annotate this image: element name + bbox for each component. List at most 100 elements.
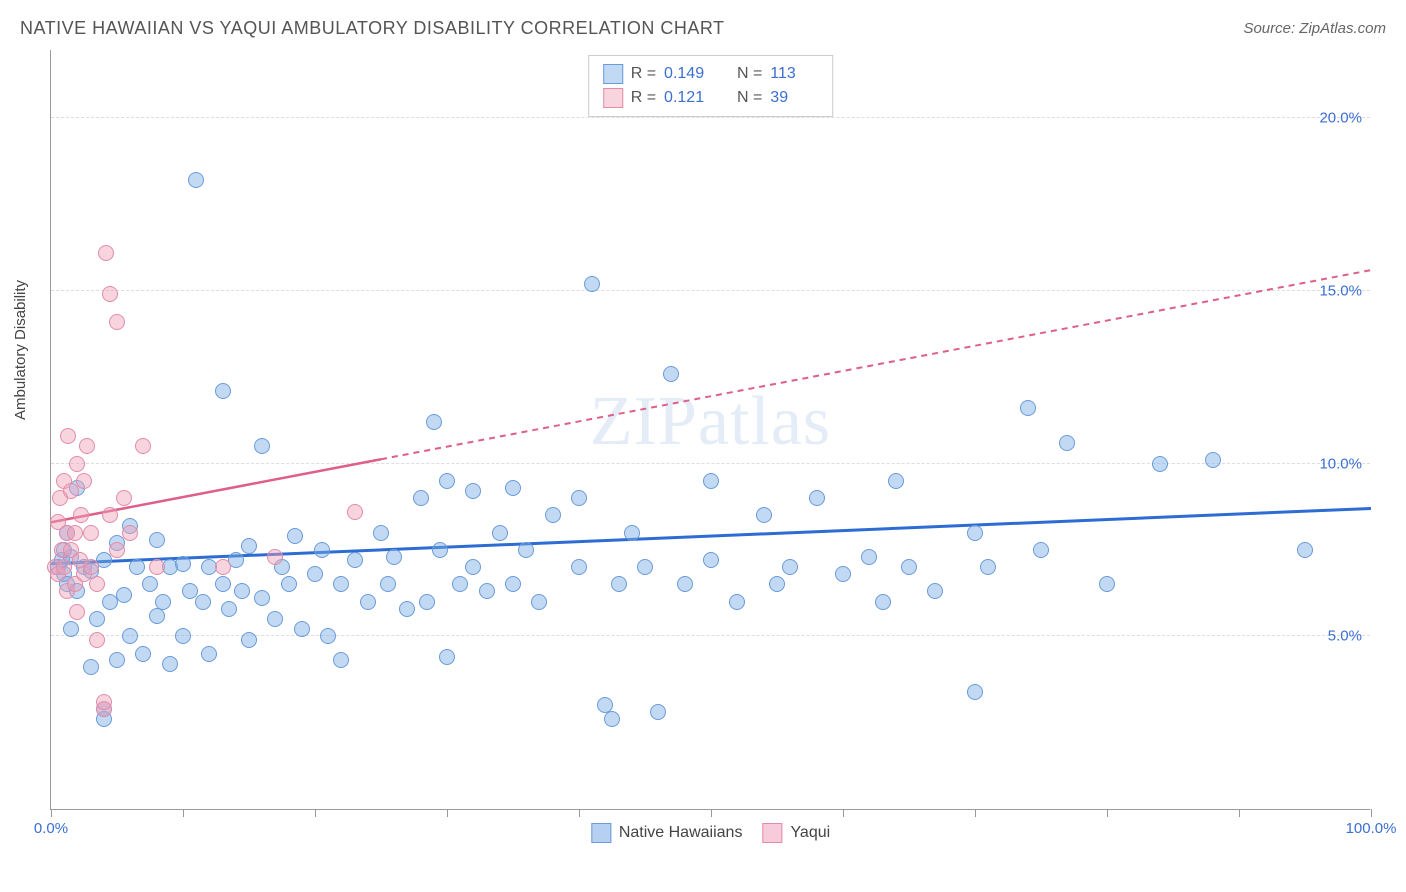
data-point [254,438,270,454]
x-tick-label: 100.0% [1346,820,1397,837]
data-point [109,542,125,558]
r-value: 0.121 [664,89,712,107]
data-point [195,594,211,610]
data-point [809,490,825,506]
data-point [637,559,653,575]
data-point [234,583,250,599]
data-point [162,656,178,672]
data-point [1297,542,1313,558]
data-point [439,473,455,489]
data-point [122,628,138,644]
data-point [545,507,561,523]
data-point [703,552,719,568]
data-point [452,576,468,592]
data-point [60,428,76,444]
data-point [63,483,79,499]
correlation-legend-row: R =0.121 N =39 [603,86,819,110]
data-point [79,438,95,454]
data-point [1020,400,1036,416]
data-point [505,480,521,496]
x-tick [975,809,976,817]
data-point [677,576,693,592]
data-point [83,559,99,575]
data-point [69,456,85,472]
data-point [63,621,79,637]
data-point [465,483,481,499]
x-tick-label: 0.0% [34,820,68,837]
data-point [320,628,336,644]
data-point [432,542,448,558]
data-point [241,538,257,554]
correlation-legend: R =0.149 N =113R =0.121 N =39 [588,55,834,117]
data-point [294,621,310,637]
scatter-plot-area: ZIPatlas 5.0%10.0%15.0%20.0%0.0%100.0%R … [50,50,1370,810]
data-point [584,276,600,292]
data-point [56,559,72,575]
data-point [109,314,125,330]
legend-swatch [591,823,611,843]
data-point [347,504,363,520]
data-point [360,594,376,610]
r-label: R = [631,65,656,83]
r-value: 0.149 [664,65,712,83]
data-point [267,549,283,565]
data-point [89,576,105,592]
data-point [215,559,231,575]
chart-source: Source: ZipAtlas.com [1243,20,1386,37]
data-point [571,559,587,575]
data-point [505,576,521,592]
series-legend-item: Native Hawaiians [591,823,743,843]
data-point [901,559,917,575]
x-tick [1107,809,1108,817]
r-label: R = [631,89,656,107]
data-point [419,594,435,610]
data-point [155,594,171,610]
data-point [287,528,303,544]
data-point [142,576,158,592]
data-point [109,652,125,668]
data-point [663,366,679,382]
data-point [83,659,99,675]
data-point [1205,452,1221,468]
x-tick [711,809,712,817]
data-point [479,583,495,599]
data-point [518,542,534,558]
data-point [650,704,666,720]
data-point [307,566,323,582]
data-point [89,611,105,627]
correlation-legend-row: R =0.149 N =113 [603,62,819,86]
data-point [835,566,851,582]
x-tick [843,809,844,817]
data-point [611,576,627,592]
y-tick-label: 20.0% [1319,110,1362,127]
x-tick [1239,809,1240,817]
data-point [98,245,114,261]
n-label: N = [737,65,762,83]
legend-swatch [762,823,782,843]
data-point [215,576,231,592]
data-point [96,694,112,710]
data-point [927,583,943,599]
data-point [267,611,283,627]
data-point [426,414,442,430]
series-legend: Native Hawaiians Yaqui [591,823,830,843]
data-point [116,587,132,603]
data-point [729,594,745,610]
y-axis-label: Ambulatory Disability [12,280,29,420]
data-point [135,646,151,662]
data-point [116,490,132,506]
x-tick [447,809,448,817]
data-point [1099,576,1115,592]
data-point [967,684,983,700]
data-point [875,594,891,610]
gridline [51,290,1370,291]
data-point [175,628,191,644]
y-tick-label: 10.0% [1319,455,1362,472]
data-point [769,576,785,592]
data-point [241,632,257,648]
data-point [980,559,996,575]
data-point [703,473,719,489]
series-legend-item: Yaqui [762,823,830,843]
n-label: N = [737,89,762,107]
gridline [51,463,1370,464]
